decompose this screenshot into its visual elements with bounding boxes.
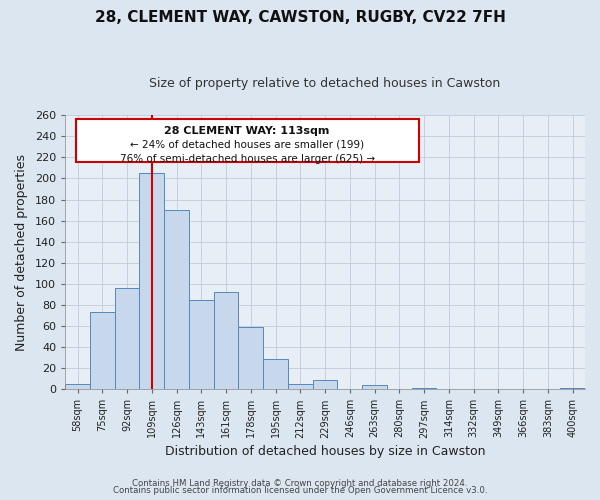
Bar xyxy=(560,388,585,389)
Title: Size of property relative to detached houses in Cawston: Size of property relative to detached ho… xyxy=(149,78,501,90)
Bar xyxy=(288,384,313,389)
Bar xyxy=(263,358,288,389)
Bar xyxy=(189,300,214,389)
Text: 28, CLEMENT WAY, CAWSTON, RUGBY, CV22 7FH: 28, CLEMENT WAY, CAWSTON, RUGBY, CV22 7F… xyxy=(95,10,505,25)
Y-axis label: Number of detached properties: Number of detached properties xyxy=(15,154,28,350)
Bar xyxy=(412,388,436,389)
X-axis label: Distribution of detached houses by size in Cawston: Distribution of detached houses by size … xyxy=(165,444,485,458)
Bar xyxy=(238,327,263,389)
Text: Contains public sector information licensed under the Open Government Licence v3: Contains public sector information licen… xyxy=(113,486,487,495)
Bar xyxy=(115,288,139,389)
Text: ← 24% of detached houses are smaller (199): ← 24% of detached houses are smaller (19… xyxy=(130,140,364,150)
Bar xyxy=(362,385,387,389)
Text: 76% of semi-detached houses are larger (625) →: 76% of semi-detached houses are larger (… xyxy=(119,154,375,164)
FancyBboxPatch shape xyxy=(76,120,419,162)
Bar xyxy=(214,292,238,389)
Text: 28 CLEMENT WAY: 113sqm: 28 CLEMENT WAY: 113sqm xyxy=(164,126,330,136)
Bar xyxy=(313,380,337,389)
Bar xyxy=(65,384,90,389)
Bar xyxy=(90,312,115,389)
Bar xyxy=(164,210,189,389)
Bar xyxy=(139,173,164,389)
Text: Contains HM Land Registry data © Crown copyright and database right 2024.: Contains HM Land Registry data © Crown c… xyxy=(132,478,468,488)
